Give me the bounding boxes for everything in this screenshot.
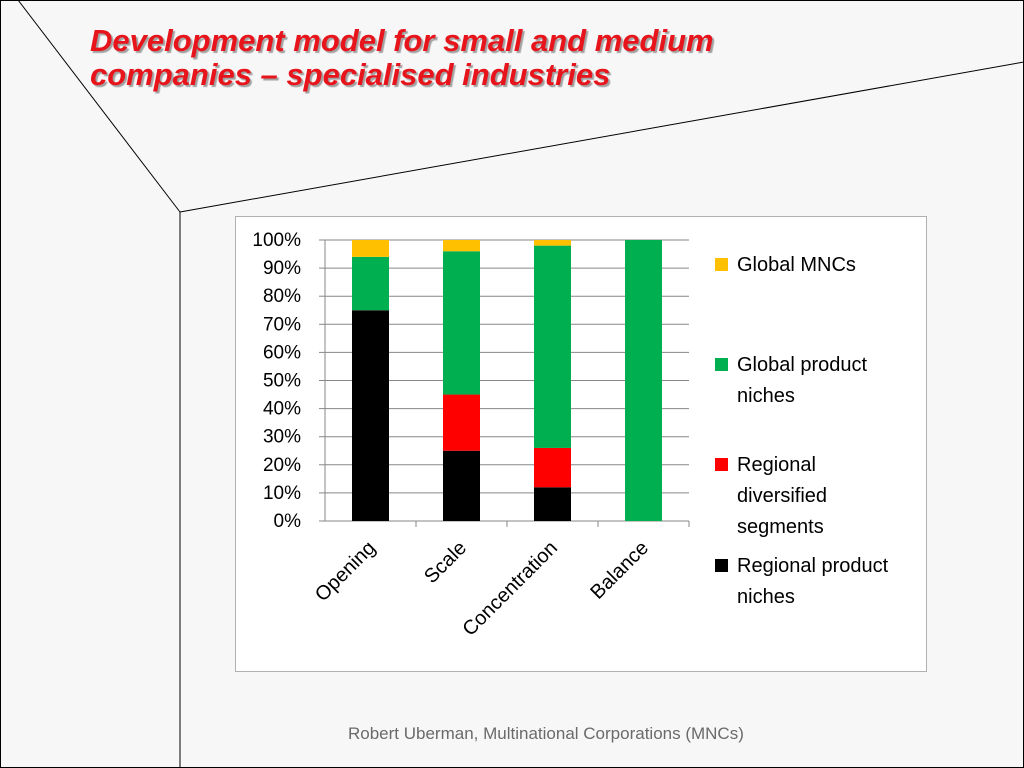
slide-footer: Robert Uberman, Multinational Corporatio… xyxy=(348,724,744,743)
bar-segment xyxy=(352,310,389,521)
y-tick-label: 80% xyxy=(263,286,301,307)
slide-title-line-2: companies – specialised industries xyxy=(90,57,611,92)
x-category-label: Concentration xyxy=(458,537,562,641)
y-tick-label: 40% xyxy=(263,399,301,420)
legend-swatch xyxy=(715,358,728,371)
slide-title: Development model for small and medium c… xyxy=(90,24,714,92)
stacked-bar-chart: 0% 10% 20% 30% 40% 50% 60% 70% 80% 90% 100% Opening… xyxy=(252,230,889,641)
legend-label: Global product xyxy=(737,354,868,376)
y-tick-label: 60% xyxy=(263,342,301,363)
legend-swatch xyxy=(715,258,728,271)
legend-label: segments xyxy=(737,516,824,538)
y-tick-label: 30% xyxy=(263,427,301,448)
x-category-label: Balance xyxy=(586,537,653,604)
bar-segment xyxy=(443,450,480,521)
bar-segment xyxy=(534,240,571,246)
y-tick-label: 20% xyxy=(263,455,301,476)
bar-segment xyxy=(443,240,480,252)
bar-segment xyxy=(352,240,389,257)
y-tick-label: 90% xyxy=(263,258,301,279)
y-tick-label: 70% xyxy=(263,314,301,335)
bar-segment xyxy=(443,394,480,451)
y-tick-label: 50% xyxy=(263,371,301,392)
legend-label: niches xyxy=(737,385,795,407)
legend-label: Regional product xyxy=(737,555,889,577)
x-category-label: Scale xyxy=(420,537,471,588)
legend-swatch xyxy=(715,458,728,471)
slide-title-line-1: Development model for small and medium xyxy=(90,23,714,58)
x-category-label: Opening xyxy=(311,537,380,606)
bar-segment xyxy=(534,245,571,448)
legend-label: Regional xyxy=(737,454,816,476)
y-tick-label: 0% xyxy=(274,511,302,532)
bar-segment xyxy=(352,256,389,311)
y-tick-label: 10% xyxy=(263,483,301,504)
bar-segment xyxy=(443,251,480,395)
legend-label: Global MNCs xyxy=(737,254,856,276)
chart-container: 0% 10% 20% 30% 40% 50% 60% 70% 80% 90% 100% Opening… xyxy=(235,216,927,672)
bar-segment xyxy=(625,240,662,521)
legend-label: diversified xyxy=(737,485,827,507)
legend-swatch xyxy=(715,559,728,572)
y-tick-label: 100% xyxy=(252,230,301,251)
legend-label: niches xyxy=(737,586,795,608)
bar-segment xyxy=(534,487,571,521)
bar-segment xyxy=(534,447,571,488)
